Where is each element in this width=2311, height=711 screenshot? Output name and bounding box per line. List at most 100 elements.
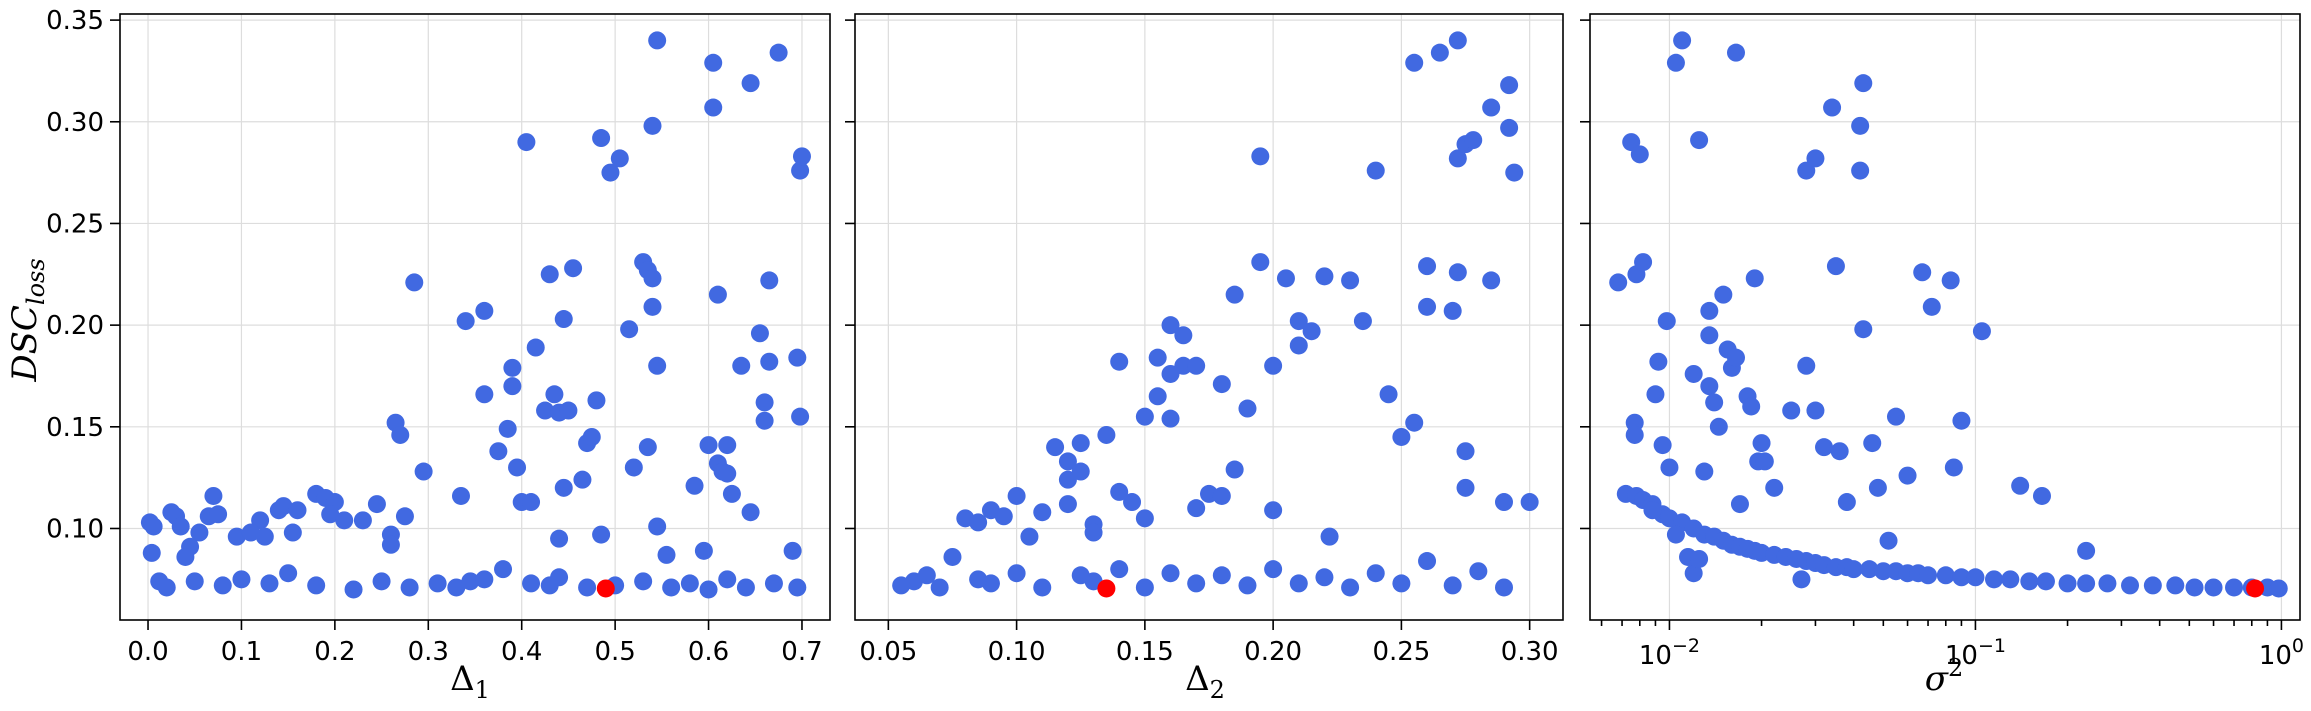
data-point [1379,385,1398,404]
data-point [1854,74,1873,93]
data-point [391,425,410,444]
data-point [1315,267,1334,286]
data-point [475,385,494,404]
data-point [1742,397,1761,416]
data-point [1714,285,1733,304]
x-tick-label: 0.05 [859,637,917,667]
y-axis-label: DSCloss [5,258,50,382]
data-point [1174,356,1193,375]
x-tick-label: 10−2 [1639,635,1700,671]
data-point [1405,53,1424,72]
data-point [1726,348,1745,367]
data-point [2077,574,2096,593]
data-point [1430,43,1449,62]
data-point [321,505,340,524]
data-point [1913,263,1932,282]
data-point [1353,312,1372,331]
data-point [503,377,522,396]
data-point [395,507,414,526]
data-point [1625,425,1644,444]
data-point [2269,579,2288,598]
data-point [1666,525,1685,544]
data-point [1469,562,1488,581]
data-point [1302,322,1321,341]
data-point [722,484,741,503]
x-tick-label-exponent: −1 [1978,635,2006,657]
x-tick-label: 0.6 [688,637,729,667]
data-point [1505,163,1524,182]
data-point [1084,523,1103,542]
data-point [2225,578,2244,597]
data-point [736,578,755,597]
data-point [381,535,400,554]
x-tick-label: 0.5 [594,637,635,667]
data-point [1418,257,1437,276]
data-point [428,574,447,593]
data-point [1690,131,1709,150]
data-point [461,572,480,591]
x-tick-label: 0.30 [1501,637,1559,667]
data-point [1936,566,1955,585]
data-point [157,578,176,597]
data-point [405,273,424,292]
data-point [1418,552,1437,571]
highlight-point [1097,579,1116,598]
data-point [1366,564,1385,583]
data-point [592,129,611,148]
data-point [1700,326,1719,345]
highlight-point [2246,579,2265,598]
data-point [791,407,810,426]
data-point [498,419,517,438]
data-point [1058,495,1077,514]
x-axis-label-sigma2: σ2 [1925,654,1964,699]
data-point [1815,438,1834,457]
data-point [994,507,1013,526]
x-tick-label-base: 10 [1945,641,1978,671]
data-point [1135,578,1154,597]
data-point [367,495,386,514]
y-axis-label-sub: loss [22,258,50,305]
data-point [610,149,629,168]
data-point [2204,578,2223,597]
data-point [2020,572,2039,591]
x-axis-label-delta2-main: Δ [1185,659,1210,699]
data-point [554,478,573,497]
data-point [274,497,293,516]
data-point [550,568,569,587]
data-point [788,348,807,367]
data-point [943,547,962,566]
x-axis-label-delta1-main: Δ [450,659,475,699]
data-point [1187,574,1206,593]
data-point [522,493,541,512]
data-point [657,545,676,564]
data-point [1874,562,1893,581]
data-point [1058,452,1077,471]
data-point [1755,452,1774,471]
data-point [232,570,251,589]
data-point [307,576,326,595]
data-point [1765,478,1784,497]
panel-delta2: 0.05 0.10 0.15 0.20 0.25 0.30 [845,13,1564,667]
data-point [1830,442,1849,461]
data-point [750,324,769,343]
data-point [526,338,545,357]
data-point [601,163,620,182]
data-point [1161,316,1180,335]
x-tick-label: 0.25 [1372,637,1430,667]
data-point [2166,576,2185,595]
data-point [694,541,713,560]
data-point [718,464,737,483]
data-point [1844,560,1863,579]
data-point [1806,149,1825,168]
x-tick-label: 0.3 [408,637,449,667]
data-point [1264,560,1283,579]
data-point [769,43,788,62]
data-point [704,98,723,117]
x-tick-label: 0.2 [314,637,355,667]
data-point [279,564,298,583]
data-point [2077,541,2096,560]
data-point [1264,356,1283,375]
data-point [1289,312,1308,331]
data-point [1341,271,1360,290]
